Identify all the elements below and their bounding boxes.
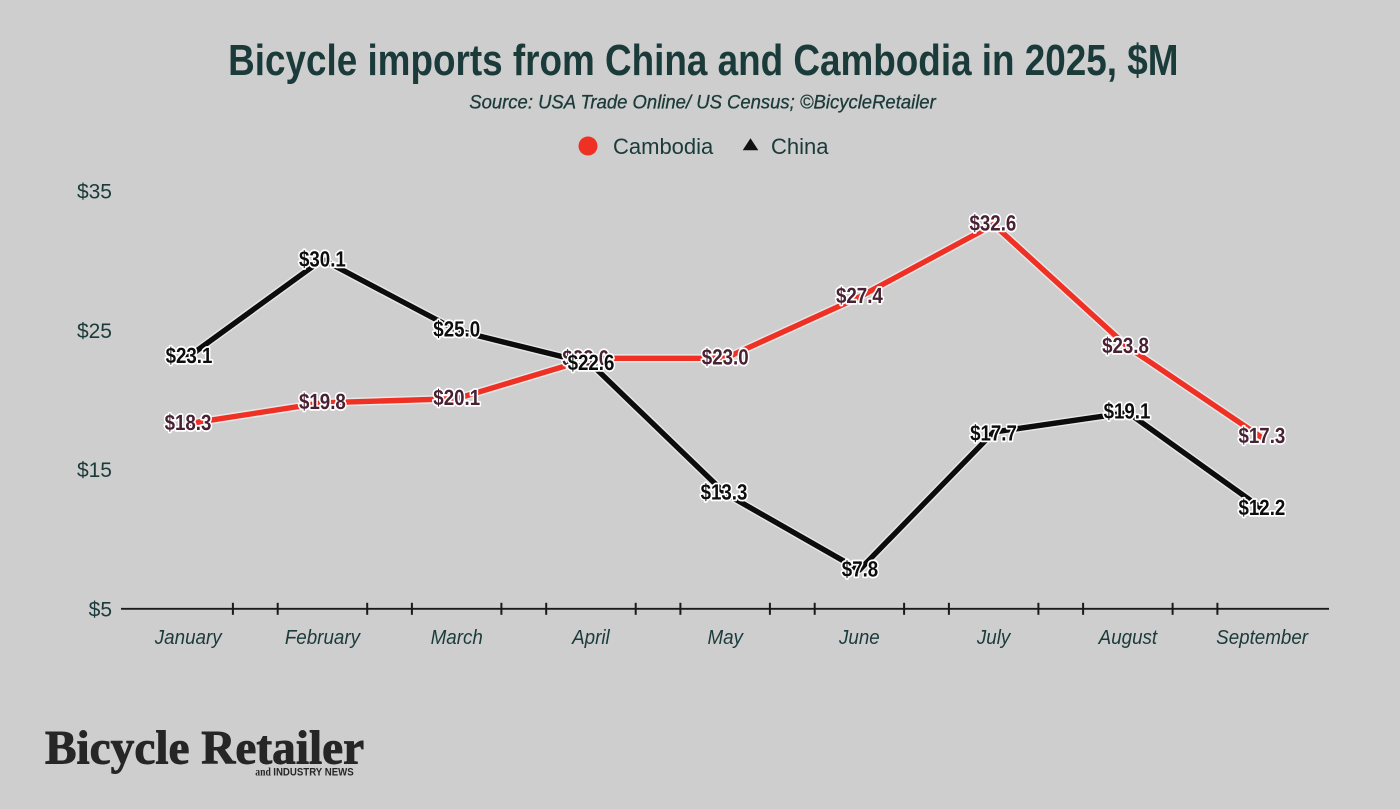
svg-text:$27.4: $27.4 xyxy=(836,283,883,308)
svg-text:$18.3: $18.3 xyxy=(165,410,212,435)
svg-text:$19.1: $19.1 xyxy=(1104,399,1151,424)
svg-text:January: January xyxy=(154,626,223,649)
svg-text:$35: $35 xyxy=(77,181,112,204)
svg-text:February: February xyxy=(285,626,361,649)
svg-text:$5: $5 xyxy=(89,599,112,622)
svg-text:August: August xyxy=(1098,626,1159,649)
svg-text:July: July xyxy=(976,626,1012,649)
svg-text:May: May xyxy=(707,626,744,649)
svg-text:$30.1: $30.1 xyxy=(299,247,346,272)
svg-text:$22.6: $22.6 xyxy=(568,350,615,375)
svg-text:$19.8: $19.8 xyxy=(299,389,346,414)
svg-text:and INDUSTRY NEWS: and INDUSTRY NEWS xyxy=(255,766,353,779)
svg-text:March: March xyxy=(431,626,483,649)
svg-text:$17.3: $17.3 xyxy=(1238,423,1285,448)
svg-text:$25.0: $25.0 xyxy=(433,317,480,342)
svg-text:China: China xyxy=(771,134,829,159)
svg-text:$17.7: $17.7 xyxy=(970,421,1017,446)
svg-text:$15: $15 xyxy=(77,459,112,482)
svg-text:$20.1: $20.1 xyxy=(433,385,480,410)
svg-text:$12.2: $12.2 xyxy=(1238,495,1285,520)
svg-text:Cambodia: Cambodia xyxy=(613,134,714,159)
svg-text:$25: $25 xyxy=(77,320,112,343)
svg-text:Bicycle imports from China and: Bicycle imports from China and Cambodia … xyxy=(228,35,1178,85)
svg-text:September: September xyxy=(1216,626,1309,649)
svg-text:$23.8: $23.8 xyxy=(1102,333,1149,358)
svg-text:April: April xyxy=(571,626,610,649)
svg-text:$32.6: $32.6 xyxy=(969,211,1016,236)
svg-text:$7.8: $7.8 xyxy=(842,557,878,582)
svg-text:Bicycle Retailer: Bicycle Retailer xyxy=(45,723,364,775)
svg-text:Source: USA Trade Online/ US C: Source: USA Trade Online/ US Census; ©Bi… xyxy=(469,91,936,112)
svg-text:$23.0: $23.0 xyxy=(702,344,749,369)
svg-text:$23.0: $23.0 xyxy=(562,345,609,370)
svg-text:June: June xyxy=(838,626,880,649)
svg-text:$23.1: $23.1 xyxy=(166,343,213,368)
svg-text:$13.3: $13.3 xyxy=(701,480,748,505)
